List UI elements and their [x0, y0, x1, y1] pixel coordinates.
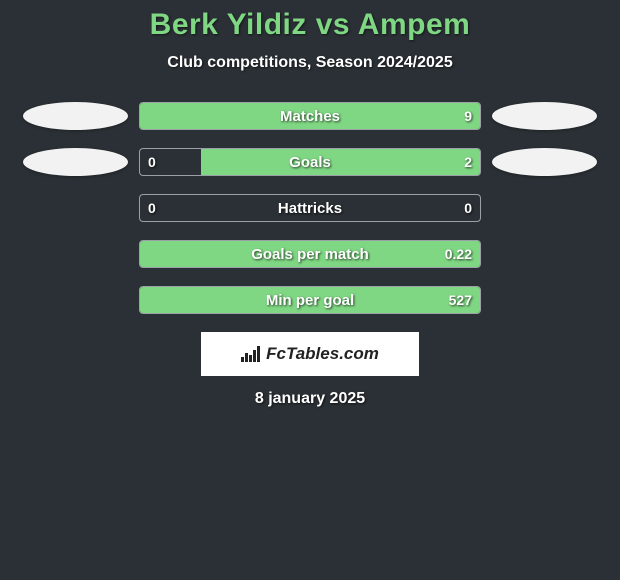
logo-text: FcTables.com	[266, 344, 379, 364]
bar-fill-right	[140, 287, 480, 313]
comparison-card: Berk Yildiz vs Ampem Club competitions, …	[0, 0, 620, 408]
player-left-badge	[23, 102, 128, 130]
stat-value-right: 0	[456, 195, 480, 221]
spacer	[492, 286, 597, 314]
stat-bar: Goals per match0.22	[139, 240, 481, 268]
spacer	[23, 240, 128, 268]
stat-value-left: 0	[140, 195, 164, 221]
stat-bar: Goals02	[139, 148, 481, 176]
player-left-badge	[23, 148, 128, 176]
stat-row: Matches9	[0, 102, 620, 130]
source-logo: FcTables.com	[201, 332, 419, 376]
stat-row: Goals02	[0, 148, 620, 176]
bar-chart-icon	[241, 346, 260, 362]
spacer	[492, 194, 597, 222]
date-label: 8 january 2025	[0, 390, 620, 408]
stat-row: Min per goal527	[0, 286, 620, 314]
page-title: Berk Yildiz vs Ampem	[0, 8, 620, 42]
subtitle: Club competitions, Season 2024/2025	[0, 54, 620, 72]
stat-row: Hattricks0 0	[0, 194, 620, 222]
stats-area: Matches9Goals02Hattricks00Goals per matc…	[0, 102, 620, 314]
spacer	[23, 286, 128, 314]
bar-fill-right	[140, 103, 480, 129]
stat-bar: Matches9	[139, 102, 481, 130]
stat-bar: Hattricks0 0	[139, 194, 481, 222]
player-right-badge	[492, 148, 597, 176]
bar-fill-right	[201, 149, 480, 175]
spacer	[23, 194, 128, 222]
spacer	[492, 240, 597, 268]
stat-row: Goals per match0.22	[0, 240, 620, 268]
stat-bar: Min per goal527	[139, 286, 481, 314]
bar-fill-right	[140, 241, 480, 267]
stat-value-left: 0	[140, 149, 164, 175]
stat-label: Hattricks	[140, 195, 480, 221]
player-right-badge	[492, 102, 597, 130]
